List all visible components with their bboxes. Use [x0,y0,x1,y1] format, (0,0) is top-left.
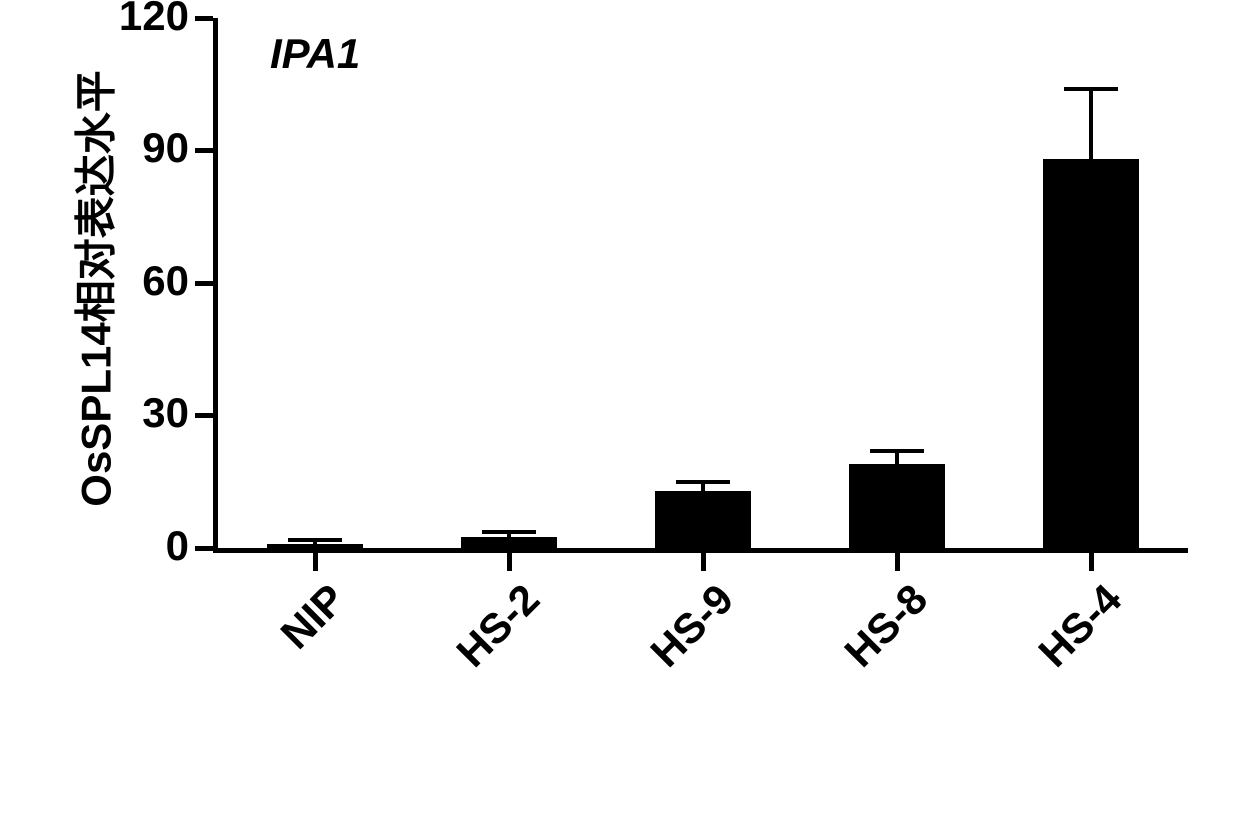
y-tick [195,281,213,286]
y-tick [195,546,213,551]
x-tick [313,553,318,571]
y-tick-label: 30 [142,389,189,437]
bar [655,491,750,548]
x-tick [507,553,512,571]
error-bar-stem [1089,89,1093,160]
x-tick [701,553,706,571]
y-axis [213,18,218,553]
y-tick-label: 0 [166,522,189,570]
expression-bar-chart: IPA1 OsSPL14相对表达水平 0306090120NIPHS-2HS-9… [0,0,1240,760]
y-tick-label: 90 [142,124,189,172]
bar [1043,159,1138,548]
x-tick [1089,553,1094,571]
bar [461,537,556,548]
y-tick [195,413,213,418]
y-tick-label: 60 [142,257,189,305]
error-bar-cap [870,449,924,453]
y-tick [195,16,213,21]
bar [267,544,362,548]
error-bar-cap [1064,87,1118,91]
error-bar-cap [288,538,342,542]
chart-title: IPA1 [270,30,360,78]
y-axis-label: OsSPL14相对表达水平 [63,23,124,553]
bar [849,464,944,548]
y-tick-label: 120 [119,0,189,40]
x-tick [895,553,900,571]
error-bar-cap [676,480,730,484]
y-tick [195,148,213,153]
error-bar-cap [482,530,536,534]
